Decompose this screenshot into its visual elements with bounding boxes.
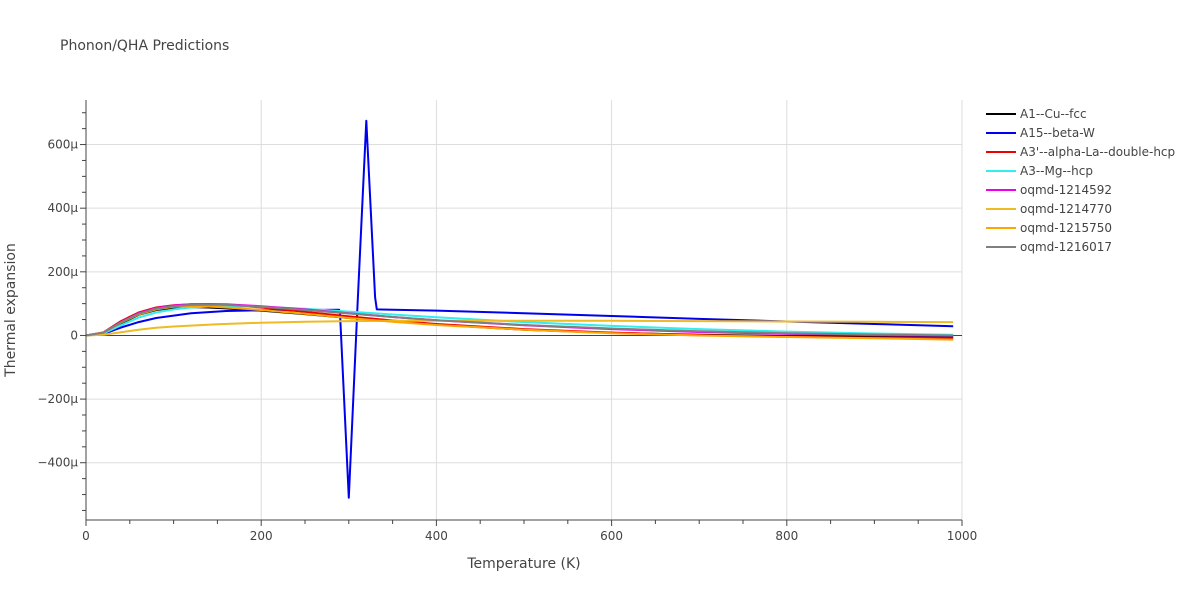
x-tick-label: 200 — [250, 529, 273, 543]
series-line-7 — [85, 303, 954, 337]
legend-entry[interactable]: oqmd-1216017 — [1020, 240, 1112, 254]
y-tick-label: −200μ — [37, 392, 78, 406]
y-axis-title: Thermal expansion — [3, 243, 19, 378]
x-tick-label: 600 — [600, 529, 623, 543]
series-line-5 — [85, 319, 954, 337]
series-line-1 — [85, 119, 954, 499]
chart-title: Phonon/QHA Predictions — [60, 38, 229, 54]
legend-entry[interactable]: oqmd-1214770 — [1020, 202, 1112, 216]
grid — [86, 100, 963, 520]
x-tick-label: 0 — [82, 529, 90, 543]
y-tick-label: 400μ — [47, 201, 78, 215]
legend-entry[interactable]: A3--Mg--hcp — [1020, 164, 1093, 178]
plot-area — [85, 119, 954, 499]
x-tick-label: 400 — [425, 529, 448, 543]
x-tick-label: 1000 — [947, 529, 978, 543]
y-tick-label: −400μ — [37, 456, 78, 470]
legend-entry[interactable]: A15--beta-W — [1020, 126, 1095, 140]
legend: A1--Cu--fcc A15--beta-W A3'--alpha-La--dou… — [986, 107, 1175, 254]
y-tick-label: 0 — [70, 328, 78, 342]
y-tick-label: 600μ — [47, 138, 78, 152]
legend-entry[interactable]: oqmd-1215750 — [1020, 221, 1112, 235]
x-axis-title: Temperature (K) — [466, 556, 580, 572]
x-tick-label: 800 — [775, 529, 798, 543]
legend-entry[interactable]: A3'--alpha-La--double-hcp — [1020, 145, 1175, 159]
axes: 0 200 400 600 800 1000 −400μ −200μ 0 200μ 400μ 600μ — [37, 100, 977, 543]
legend-entry[interactable]: oqmd-1214592 — [1020, 183, 1112, 197]
y-tick-label: 200μ — [47, 265, 78, 279]
legend-entry[interactable]: A1--Cu--fcc — [1020, 107, 1087, 121]
